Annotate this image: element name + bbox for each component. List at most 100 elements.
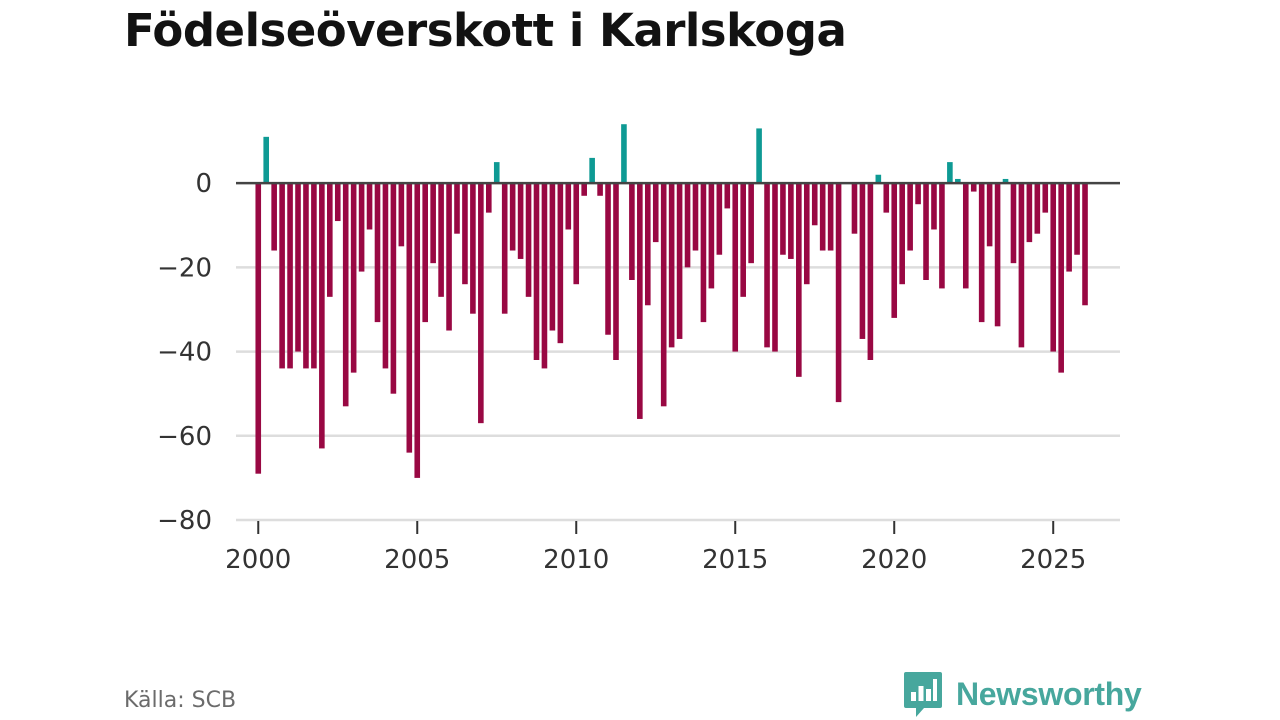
bar bbox=[430, 183, 436, 264]
bar bbox=[319, 183, 325, 449]
bar bbox=[1034, 183, 1041, 234]
bar bbox=[931, 183, 937, 230]
bar bbox=[676, 183, 683, 339]
bar bbox=[788, 183, 794, 259]
bar bbox=[1074, 183, 1080, 255]
bar bbox=[342, 183, 349, 407]
y-tick-label: −20 bbox=[157, 253, 212, 283]
bar bbox=[986, 183, 993, 247]
bar bbox=[692, 183, 699, 251]
bar bbox=[970, 183, 977, 192]
bar bbox=[1058, 183, 1064, 373]
bar bbox=[1002, 178, 1009, 184]
bar bbox=[541, 183, 548, 369]
bar bbox=[334, 183, 341, 222]
bar bbox=[851, 183, 858, 234]
bar bbox=[835, 183, 842, 403]
x-tick-label: 2000 bbox=[225, 545, 291, 575]
newsworthy-logo[interactable]: Newsworthy bbox=[902, 670, 1142, 718]
bar bbox=[883, 183, 890, 213]
x-tick-label: 2005 bbox=[384, 545, 450, 575]
bar bbox=[668, 183, 675, 348]
bar bbox=[390, 183, 397, 394]
bar bbox=[1066, 183, 1072, 272]
bar bbox=[422, 183, 428, 323]
bar bbox=[589, 157, 595, 184]
bar bbox=[740, 183, 746, 297]
bar bbox=[525, 183, 532, 297]
y-tick-label: −60 bbox=[157, 422, 212, 452]
y-tick-label: −40 bbox=[157, 338, 212, 368]
bar bbox=[1010, 183, 1017, 264]
chart-title: Födelseöverskott i Karlskoga bbox=[124, 4, 847, 57]
bar bbox=[652, 183, 659, 243]
newsworthy-logo-icon bbox=[904, 672, 942, 717]
bar bbox=[295, 183, 301, 352]
brand-name: Newsworthy bbox=[956, 675, 1142, 712]
bar bbox=[398, 183, 405, 247]
bar bbox=[875, 174, 882, 184]
x-tick-label: 2020 bbox=[861, 545, 927, 575]
bar bbox=[827, 183, 834, 251]
bar bbox=[1026, 183, 1033, 243]
bar bbox=[414, 183, 421, 478]
bar bbox=[486, 183, 492, 213]
bar bbox=[859, 183, 866, 339]
bar bbox=[366, 183, 373, 230]
bar bbox=[327, 183, 333, 297]
bar bbox=[899, 183, 905, 285]
bar bbox=[438, 183, 444, 297]
bar bbox=[350, 183, 357, 373]
bar bbox=[764, 183, 770, 348]
bar bbox=[597, 183, 603, 196]
bar bbox=[287, 183, 293, 369]
bar bbox=[271, 183, 277, 251]
bar bbox=[1082, 183, 1088, 306]
bar bbox=[470, 183, 476, 314]
axis-layer: 0 −20 −40 −60 −80 2000 2005 2010 2015 2020 2025 bbox=[157, 169, 1120, 575]
bar bbox=[978, 183, 985, 323]
bars-layer bbox=[255, 124, 1088, 478]
bar bbox=[732, 183, 739, 352]
bar bbox=[907, 183, 913, 251]
y-tick-label: −80 bbox=[157, 506, 212, 536]
bar bbox=[955, 178, 961, 184]
bar bbox=[478, 183, 484, 424]
bar bbox=[748, 183, 754, 264]
bar bbox=[311, 183, 317, 369]
bar bbox=[796, 183, 802, 377]
bar bbox=[303, 183, 309, 369]
bar bbox=[923, 183, 929, 280]
bar bbox=[557, 183, 564, 344]
bar bbox=[263, 136, 270, 184]
bar bbox=[716, 183, 723, 255]
bar bbox=[533, 183, 540, 360]
bar bbox=[1050, 183, 1057, 352]
bar bbox=[509, 183, 516, 251]
bar bbox=[724, 183, 731, 209]
bar bbox=[915, 183, 921, 205]
bar bbox=[517, 183, 524, 259]
bar bbox=[867, 183, 874, 360]
bar bbox=[279, 183, 285, 369]
bar bbox=[780, 183, 786, 255]
bar bbox=[803, 183, 810, 285]
y-tick-label: 0 bbox=[195, 169, 212, 199]
bar bbox=[549, 183, 556, 331]
bar bbox=[573, 183, 580, 285]
bar bbox=[446, 183, 452, 331]
bar bbox=[581, 183, 587, 196]
bar bbox=[493, 162, 500, 184]
bar bbox=[1018, 183, 1025, 348]
bar bbox=[629, 183, 635, 280]
bar bbox=[382, 183, 389, 369]
bar bbox=[660, 183, 667, 407]
bar bbox=[684, 183, 691, 268]
bar bbox=[962, 183, 969, 289]
bar bbox=[406, 183, 413, 453]
bar bbox=[708, 183, 715, 289]
bar bbox=[994, 183, 1001, 327]
bar bbox=[637, 183, 643, 419]
bar bbox=[621, 124, 627, 184]
